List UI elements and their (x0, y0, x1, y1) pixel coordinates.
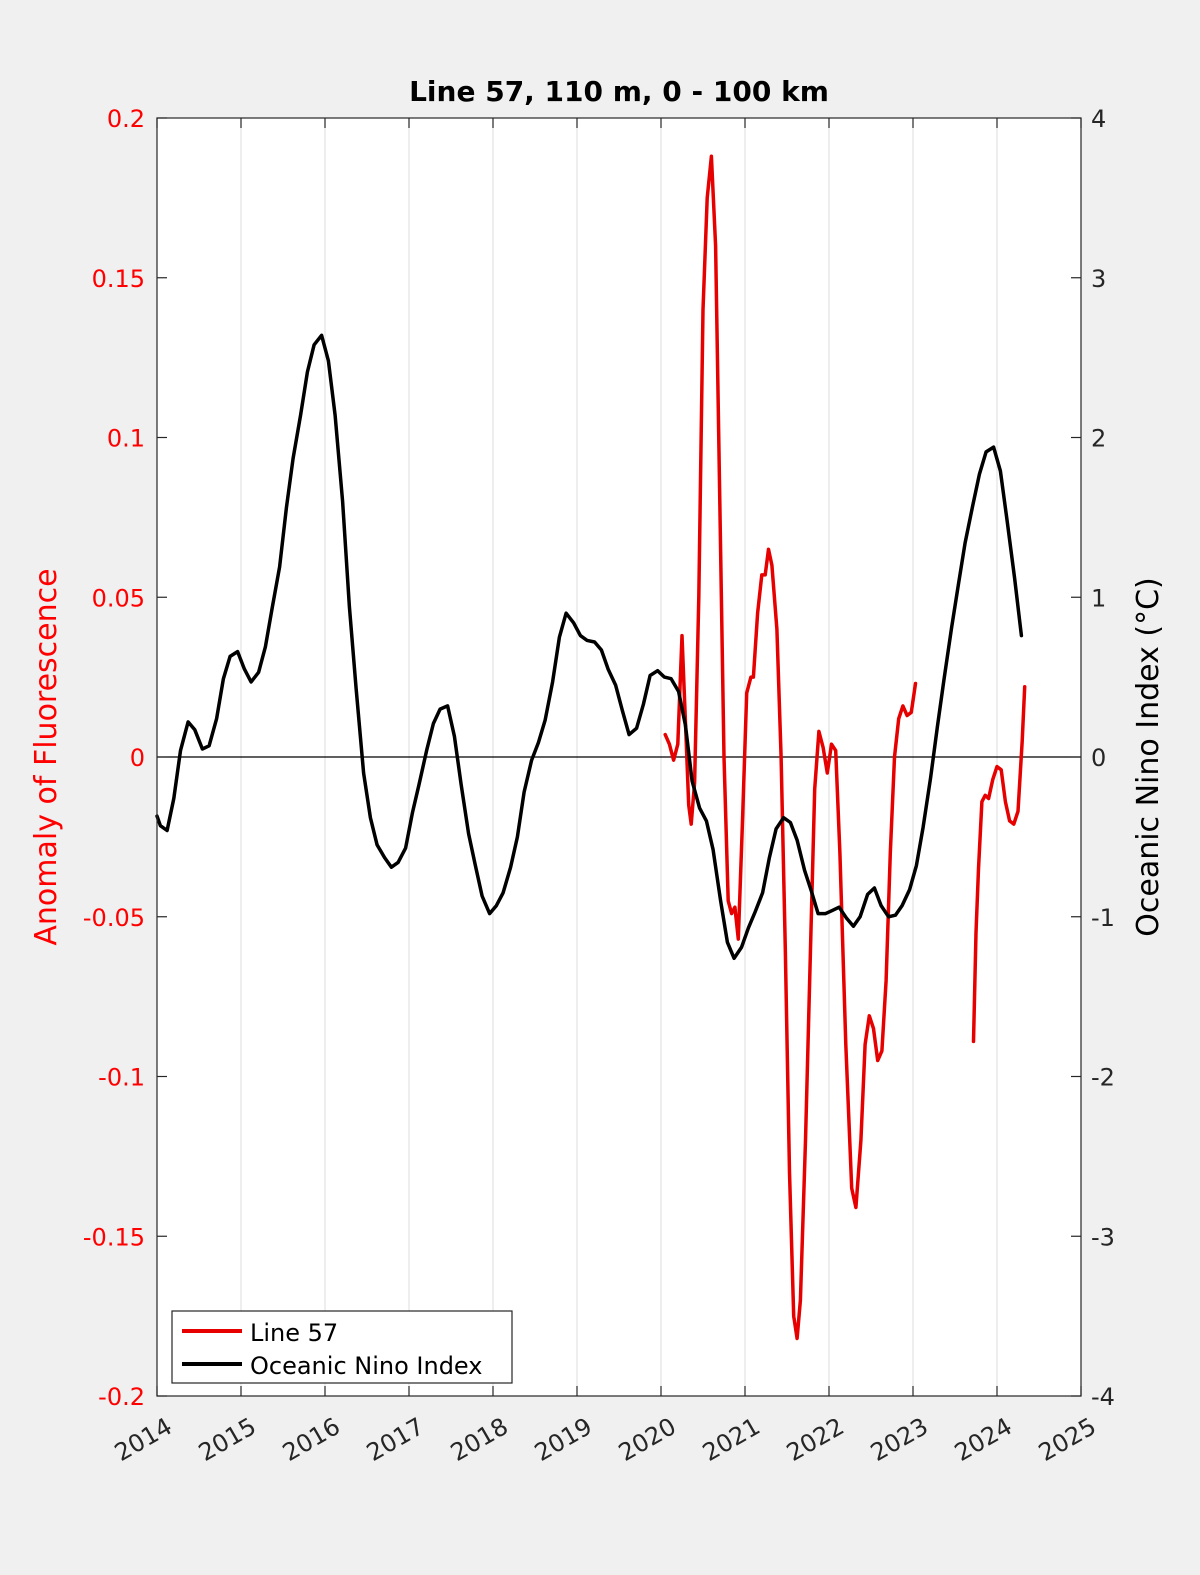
x-tick-label: 2017 (362, 1412, 429, 1467)
x-tick-label: 2014 (110, 1412, 177, 1467)
legend-box (171, 1310, 513, 1384)
x-tick-label: 2025 (1034, 1412, 1101, 1467)
legend: Line 57 Oceanic Nino Index (171, 1310, 513, 1384)
y-left-tick-label: 0.15 (92, 265, 145, 293)
y-left-tick-label: 0.1 (107, 425, 145, 453)
right-axis: 4 3 2 1 0 -1 -2 -3 -4 (1071, 105, 1115, 1411)
y-right-tick-label: -3 (1091, 1223, 1115, 1251)
series-line-57-segment-0 (663, 154, 918, 1341)
y-right-tick-label: 1 (1091, 584, 1106, 612)
y-right-tick-label: -1 (1091, 904, 1115, 932)
legend-label-line-57: Line 57 (250, 1319, 338, 1347)
y-right-tick-label: -2 (1091, 1064, 1115, 1092)
x-tick-label: 2016 (278, 1412, 345, 1467)
left-axis: 0.2 0.15 0.1 0.05 0 -0.05 -0.1 -0.15 -0.2 (83, 105, 167, 1411)
x-tick-label: 2018 (446, 1412, 513, 1467)
x-tick-label: 2019 (530, 1412, 597, 1467)
series-layer (155, 154, 1027, 1341)
y-left-tick-label: 0 (130, 744, 145, 772)
y-right-tick-label: -4 (1091, 1383, 1115, 1411)
series-line-57-segment-1 (971, 684, 1027, 1044)
y-right-tick-label: 4 (1091, 105, 1106, 133)
x-tick-label: 2021 (698, 1412, 765, 1467)
y-right-tick-label: 3 (1091, 265, 1106, 293)
y-right-tick-label: 0 (1091, 744, 1106, 772)
y-left-tick-label: -0.05 (83, 904, 145, 932)
x-tick-label: 2023 (866, 1412, 933, 1467)
x-tick-label: 2015 (194, 1412, 261, 1467)
y-left-tick-label: -0.15 (83, 1223, 145, 1251)
y-right-tick-label: 2 (1091, 425, 1106, 453)
y-left-tick-label: -0.2 (98, 1383, 145, 1411)
x-tick-label: 2020 (614, 1412, 681, 1467)
x-tick-label: 2022 (782, 1412, 849, 1467)
y-left-tick-label: -0.1 (98, 1064, 145, 1092)
chart-title: Line 57, 110 m, 0 - 100 km (409, 75, 829, 108)
y-axis-label-left: Anomaly of Fluorescence (29, 568, 64, 945)
legend-label-oni: Oceanic Nino Index (250, 1352, 482, 1380)
y-left-tick-label: 0.2 (107, 105, 145, 133)
y-axis-label-right: Oceanic Nino Index (°C) (1131, 577, 1166, 937)
series-oni-segment-0 (155, 333, 1024, 961)
y-left-tick-label: 0.05 (92, 584, 145, 612)
x-tick-label: 2024 (950, 1412, 1017, 1467)
